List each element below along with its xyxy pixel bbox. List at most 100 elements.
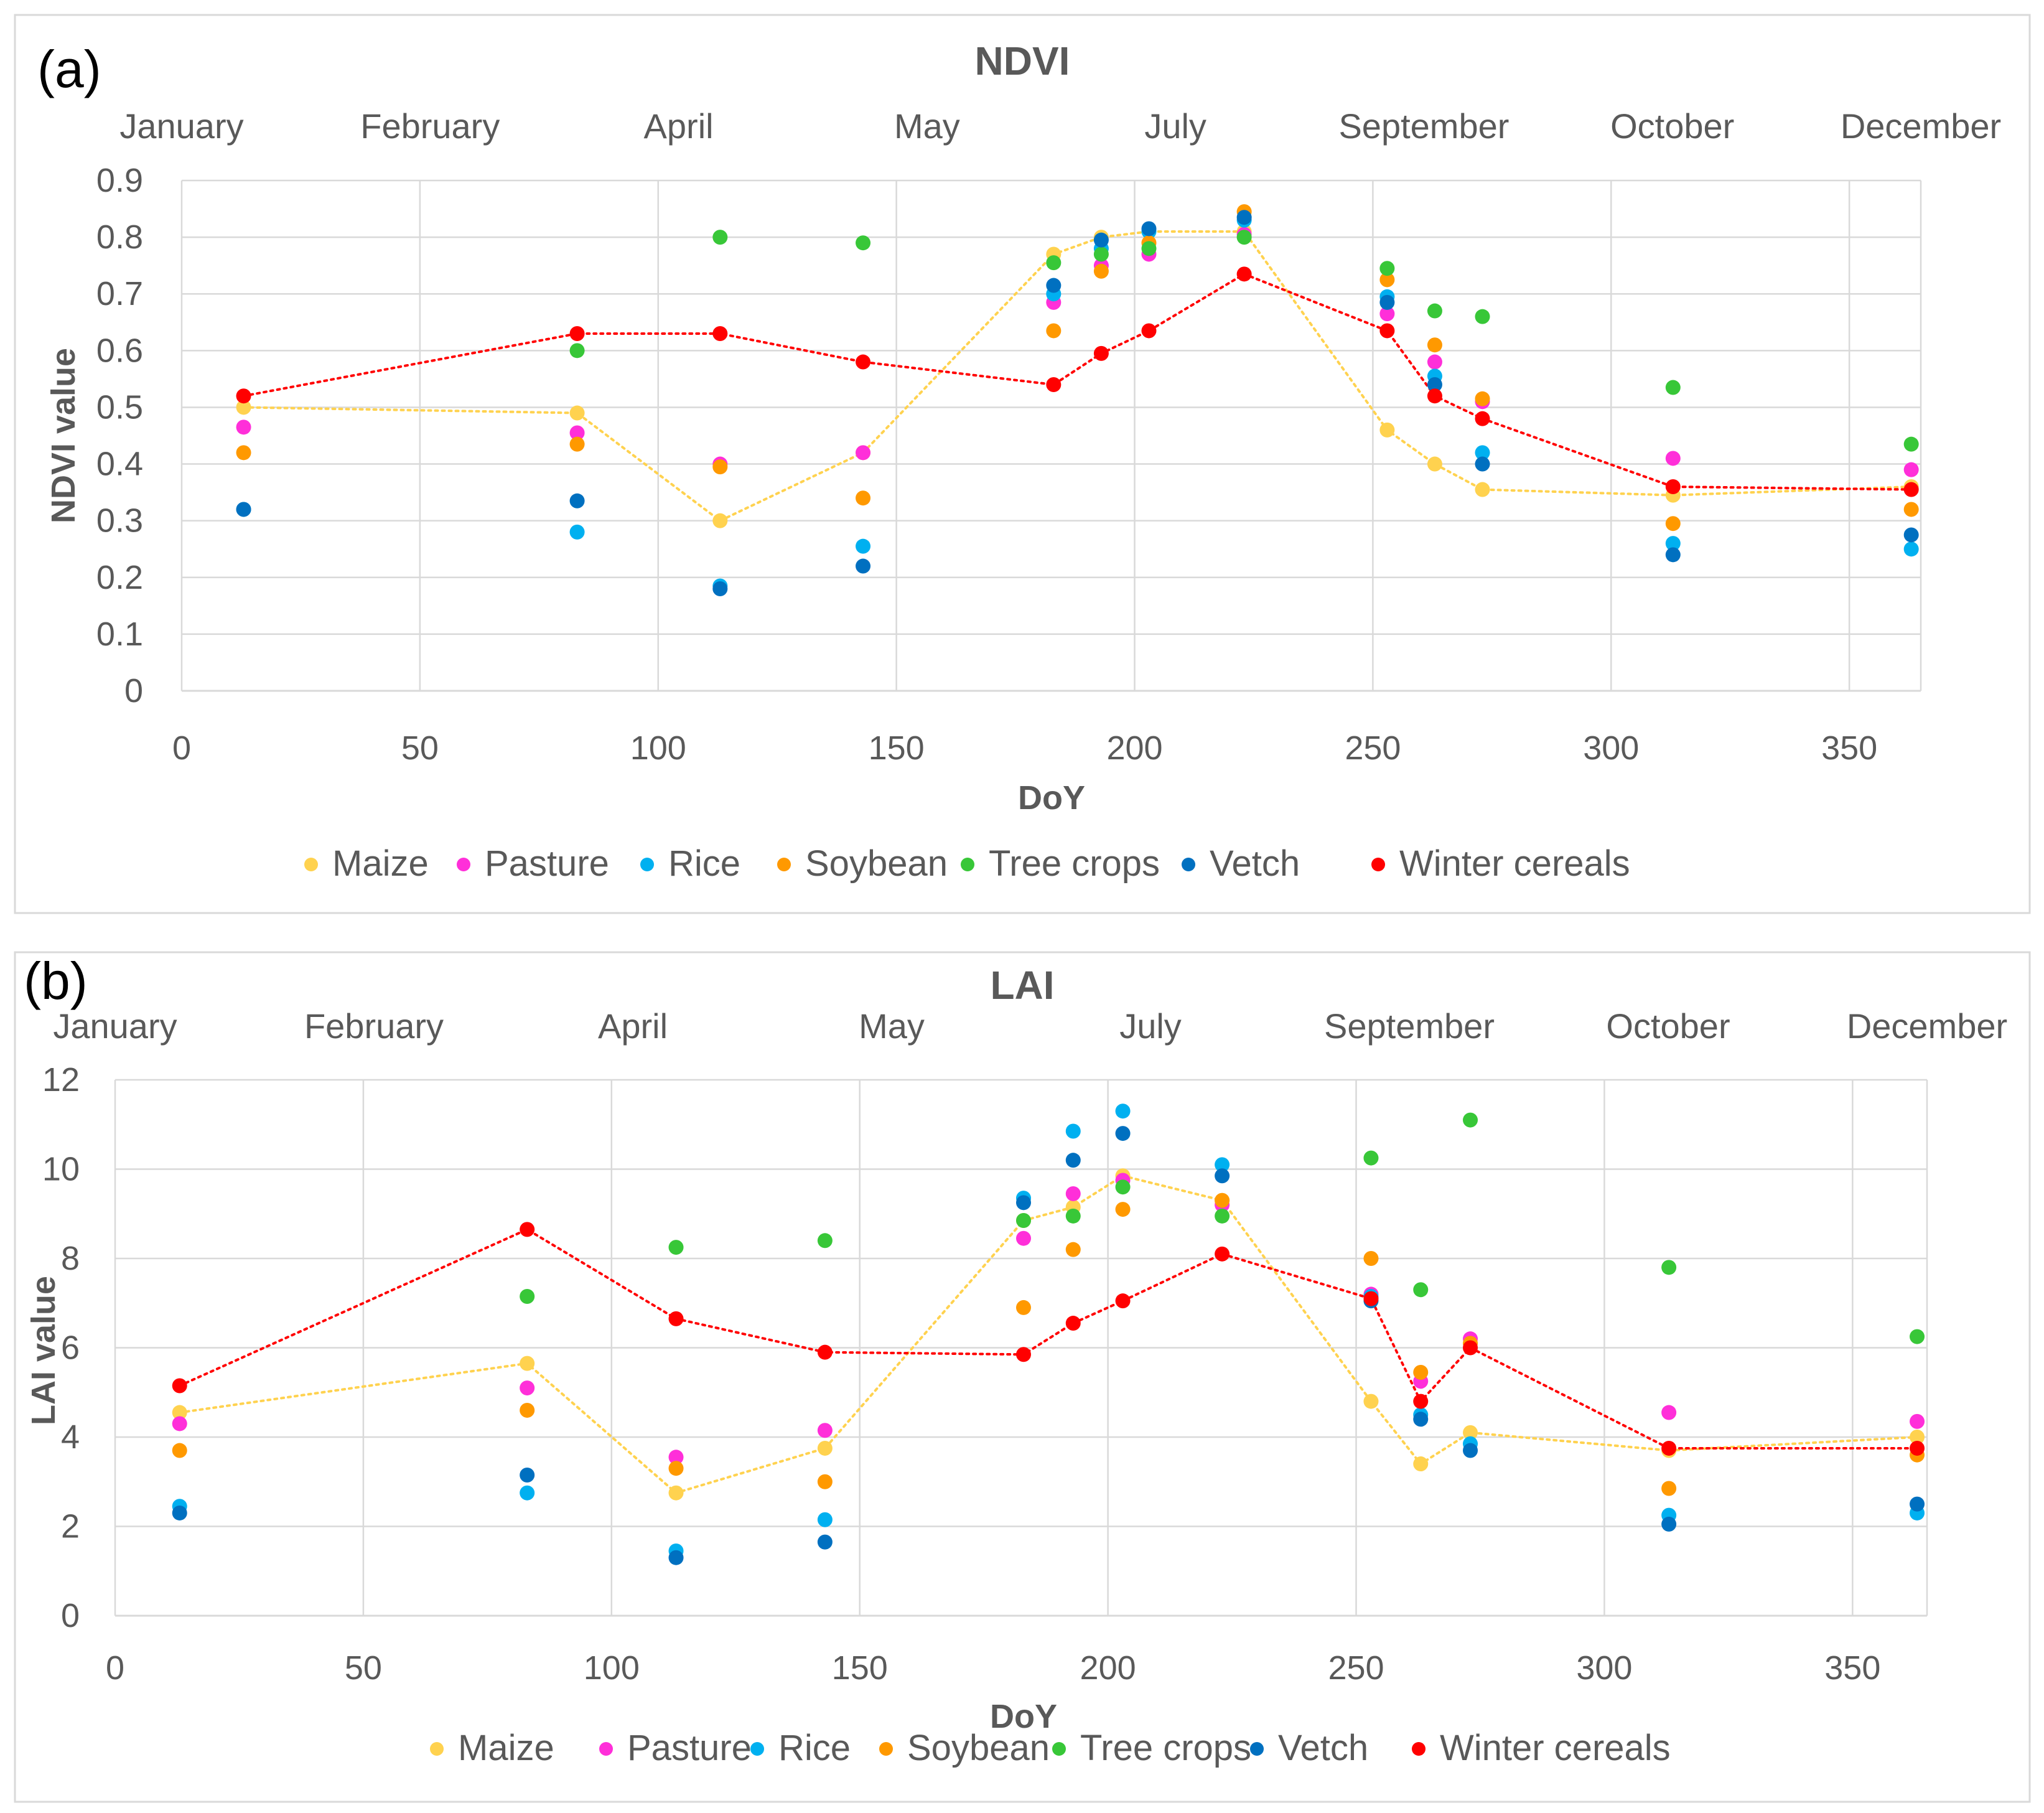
soybean-point: [520, 1402, 535, 1418]
soybean-point: [172, 1443, 187, 1458]
lai-x-tick-label: 150: [832, 1649, 888, 1687]
lai-y-tick-label: 0: [61, 1597, 80, 1634]
soybean-point: [1379, 272, 1395, 288]
lai-x-tick-label: 0: [106, 1649, 124, 1687]
vetch-point: [172, 1505, 187, 1520]
winter-cereals-point: [1015, 1347, 1031, 1362]
ndvi-x-tick-label: 200: [1106, 729, 1162, 767]
ndvi-x-axis-title: DoY: [1018, 779, 1085, 817]
pasture-point: [1379, 306, 1395, 322]
ndvi-month-labels: January February April May July September Octo…: [119, 106, 2001, 146]
lai-y-tick-label: 10: [42, 1151, 80, 1188]
legend-marker-rice: [640, 858, 654, 871]
legend-label-pasture: Pasture: [627, 1728, 752, 1768]
maize-point: [236, 400, 251, 415]
legend-label-pasture: Pasture: [485, 843, 609, 884]
pasture-point: [1065, 1186, 1081, 1201]
tree-crops-point: [1093, 246, 1109, 262]
tree-crops-point: [668, 1240, 684, 1255]
rice-point: [817, 1512, 833, 1527]
winter-cereals-point: [1065, 1316, 1081, 1331]
soybean-point: [1475, 391, 1490, 406]
vetch-point: [1141, 221, 1157, 237]
tree-crops-point: [1363, 1150, 1379, 1166]
tree-crops-point: [1661, 1260, 1677, 1275]
vetch-point: [1015, 1195, 1031, 1211]
soybean-point: [1903, 502, 1919, 517]
winter-cereals-point: [1463, 1340, 1478, 1356]
vetch-point: [1903, 527, 1919, 543]
legend-marker-vetch: [1182, 858, 1195, 871]
ndvi-x-tick-label: 300: [1583, 729, 1639, 767]
legend-marker-maize: [304, 858, 318, 871]
vetch-point: [1665, 547, 1681, 563]
maize-point: [520, 1356, 535, 1371]
maize-point: [172, 1405, 187, 1420]
winter-cereals-point: [236, 388, 251, 404]
vetch-point: [1427, 377, 1442, 392]
lai-x-tick-label: 250: [1328, 1649, 1384, 1687]
legend-label-maize: Maize: [458, 1728, 554, 1768]
legend-label-tree-crops: Tree crops: [989, 843, 1160, 884]
legend-marker-rice: [750, 1742, 764, 1756]
soybean-point: [712, 459, 728, 475]
winter-cereals-point: [569, 326, 585, 341]
pasture-point: [817, 1423, 833, 1438]
legend-marker-winter-cereals: [1412, 1742, 1426, 1756]
ndvi-y-tick-labels: 0 0.1 0.2 0.3 0.4 0.5 0.6 0.7 0.8 0.9: [96, 162, 143, 710]
ndvi-chart-title: NDVI: [975, 39, 1070, 83]
lai-y-tick-label: 12: [42, 1061, 80, 1099]
legend-label-rice: Rice: [778, 1728, 851, 1768]
pasture-point: [1661, 1405, 1677, 1420]
winter-cereals-point: [1141, 323, 1157, 339]
winter-cereals-point: [520, 1222, 535, 1237]
lai-y-tick-label: 2: [61, 1508, 80, 1545]
vetch-point: [1910, 1496, 1925, 1512]
legend-label-rice: Rice: [668, 843, 740, 884]
ndvi-x-tick-label: 100: [630, 729, 686, 767]
lai-y-tick-labels: 0 2 4 6 8 10 12: [42, 1061, 80, 1634]
vetch-point: [1093, 232, 1109, 248]
tree-crops-point: [1236, 230, 1252, 245]
pasture-point: [520, 1380, 535, 1396]
ndvi-x-tick-label: 50: [401, 729, 439, 767]
rice-point: [569, 524, 585, 540]
ndvi-y-tick-label: 0.8: [96, 218, 143, 256]
rice-point: [1665, 536, 1681, 551]
legend-label-vetch: Vetch: [1278, 1728, 1368, 1768]
maize-point: [1475, 482, 1490, 497]
legend-marker-tree-crops: [1052, 1742, 1066, 1756]
vetch-point: [1215, 1168, 1230, 1184]
pasture-point: [172, 1416, 187, 1431]
winter-cereals-point: [712, 326, 728, 341]
tree-crops-point: [1065, 1208, 1081, 1224]
pasture-point: [1015, 1230, 1031, 1246]
tree-crops-point: [1665, 380, 1681, 395]
tree-crops-point: [520, 1288, 535, 1304]
tree-crops-point: [569, 343, 585, 358]
maize-point: [1910, 1430, 1925, 1445]
legend-marker-tree-crops: [961, 858, 974, 871]
maize-point: [569, 405, 585, 421]
winter-cereals-point: [1903, 482, 1919, 497]
vetch-point: [712, 581, 728, 596]
vetch-point: [236, 502, 251, 517]
month-label-july: July: [1144, 106, 1206, 146]
lai-x-tick-label: 50: [345, 1649, 382, 1687]
lai-x-tick-label: 200: [1080, 1649, 1136, 1687]
soybean-point: [1427, 337, 1442, 353]
legend-label-tree-crops: Tree crops: [1080, 1728, 1251, 1768]
legend-marker-soybean: [777, 858, 791, 871]
legend-marker-winter-cereals: [1371, 858, 1385, 871]
tree-crops-point: [1379, 261, 1395, 276]
legend-label-winter-cereals: Winter cereals: [1399, 843, 1630, 884]
legend-marker-soybean: [879, 1742, 893, 1756]
vetch-point: [1236, 210, 1252, 225]
legend-label-soybean: Soybean: [805, 843, 948, 884]
ndvi-y-tick-label: 0.4: [96, 446, 143, 483]
winter-cereals-point: [1661, 1440, 1677, 1456]
soybean-point: [1015, 1300, 1031, 1315]
month-label-january: January: [53, 1006, 177, 1046]
ndvi-panel-label: (a): [37, 40, 101, 98]
winter-cereals-point: [1236, 266, 1252, 282]
